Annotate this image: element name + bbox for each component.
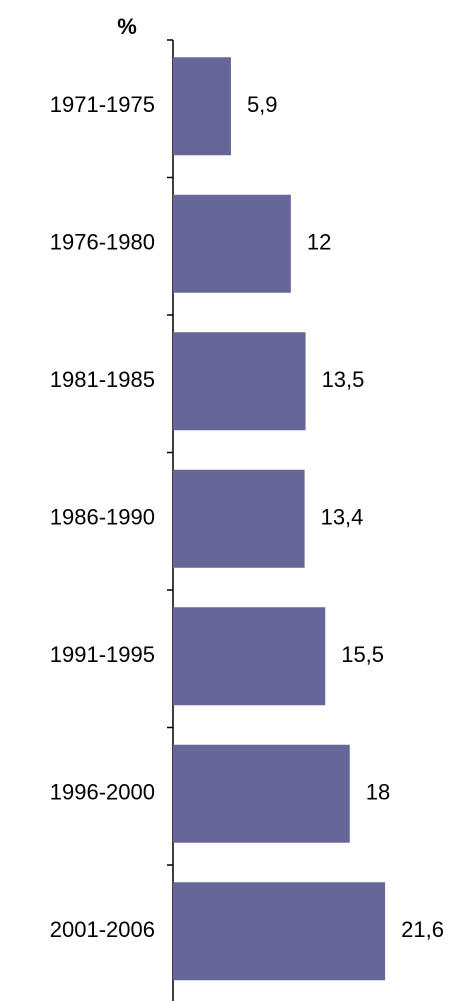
bar xyxy=(173,882,386,981)
value-label: 12 xyxy=(307,230,331,255)
bar xyxy=(173,607,326,706)
value-label: 18 xyxy=(366,780,390,805)
bar xyxy=(173,744,350,843)
value-label: 21,6 xyxy=(401,917,444,942)
category-label: 1996-2000 xyxy=(50,780,155,805)
category-label: 1971-1975 xyxy=(50,92,155,117)
axis-label: % xyxy=(117,14,137,39)
value-label: 13,5 xyxy=(322,367,365,392)
category-label: 1981-1985 xyxy=(50,367,155,392)
bar xyxy=(173,332,306,431)
category-label: 1976-1980 xyxy=(50,230,155,255)
bar xyxy=(173,57,231,156)
category-label: 1991-1995 xyxy=(50,642,155,667)
value-label: 13,4 xyxy=(321,505,364,530)
bar xyxy=(173,194,291,293)
bar xyxy=(173,469,305,568)
category-label: 2001-2006 xyxy=(50,917,155,942)
category-label: 1986-1990 xyxy=(50,505,155,530)
value-label: 15,5 xyxy=(341,642,384,667)
value-label: 5,9 xyxy=(247,92,278,117)
